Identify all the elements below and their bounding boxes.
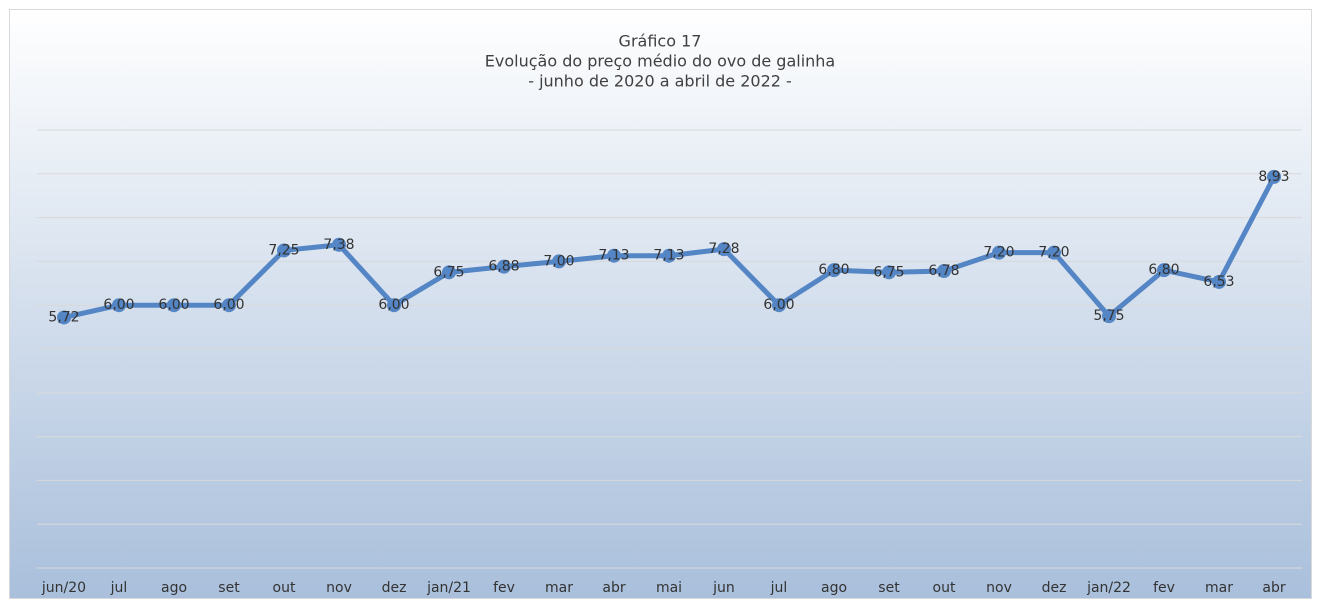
data-label: 6,88: [488, 259, 519, 275]
data-label: 6,80: [818, 262, 849, 278]
data-label: 6,00: [213, 297, 244, 313]
x-tick-label: dez: [382, 580, 407, 596]
marker: [607, 248, 621, 263]
marker: [442, 265, 456, 280]
chart-title: Evolução do preço médio do ovo de galinh…: [485, 52, 835, 71]
marker: [57, 310, 71, 325]
x-tick-label: set: [218, 580, 240, 596]
data-label: 6,00: [378, 297, 409, 313]
marker: [1157, 263, 1171, 278]
data-label: 6,80: [1148, 262, 1179, 278]
x-tick-label: nov: [986, 580, 1012, 596]
data-label: 7,20: [1038, 245, 1069, 261]
marker: [387, 298, 401, 313]
data-label: 8,93: [1258, 169, 1289, 185]
x-tick-label: nov: [326, 580, 352, 596]
chart-title: Gráfico 17: [619, 32, 702, 51]
data-label: 6,00: [103, 297, 134, 313]
marker: [1267, 169, 1281, 184]
x-tick-label: out: [273, 580, 296, 596]
x-tick-label: abr: [1262, 580, 1285, 596]
data-label: 7,20: [983, 245, 1014, 261]
data-label: 6,75: [873, 264, 904, 280]
marker: [552, 254, 566, 269]
data-label: 6,00: [763, 297, 794, 313]
marker: [1212, 274, 1226, 289]
marker: [772, 298, 786, 313]
data-label: 7,13: [598, 248, 629, 264]
marker: [717, 242, 731, 257]
data-label: 7,25: [268, 242, 299, 258]
x-tick-label: jan/21: [426, 580, 471, 596]
x-tick-label: mar: [1205, 580, 1233, 596]
x-tick-label: dez: [1042, 580, 1067, 596]
data-label: 5,75: [1093, 308, 1124, 324]
marker: [112, 298, 126, 313]
x-tick-label: set: [878, 580, 900, 596]
x-tick-label: out: [933, 580, 956, 596]
x-tick-label: jul: [110, 580, 128, 596]
marker: [497, 259, 511, 274]
marker: [277, 243, 291, 258]
marker: [1102, 309, 1116, 324]
x-tick-label: mai: [656, 580, 682, 596]
data-label: 7,38: [323, 237, 354, 253]
x-tick-label: abr: [602, 580, 625, 596]
marker: [937, 264, 951, 279]
x-tick-label: jun: [712, 580, 735, 596]
x-tick-label: jun/20: [41, 580, 86, 596]
data-label: 6,00: [158, 297, 189, 313]
data-label: 6,53: [1203, 274, 1234, 290]
x-tick-label: mar: [545, 580, 573, 596]
marker: [1047, 245, 1061, 260]
data-label: 6,78: [928, 263, 959, 279]
x-tick-label: fev: [493, 580, 515, 596]
marker: [992, 245, 1006, 260]
marker: [167, 298, 181, 313]
x-tick-label: jul: [770, 580, 788, 596]
data-label: 7,28: [708, 241, 739, 257]
x-tick-label: ago: [821, 580, 847, 596]
marker: [222, 298, 236, 313]
data-label: 7,00: [543, 253, 574, 269]
x-tick-label: fev: [1153, 580, 1175, 596]
marker: [827, 263, 841, 278]
x-tick-label: ago: [161, 580, 187, 596]
x-tick-label: jan/22: [1086, 580, 1131, 596]
chart-title: - junho de 2020 a abril de 2022 -: [528, 72, 792, 91]
marker: [662, 248, 676, 263]
marker: [882, 265, 896, 280]
data-label: 5,72: [48, 309, 79, 325]
data-label: 7,13: [653, 248, 684, 264]
marker: [332, 237, 346, 252]
data-label: 6,75: [433, 264, 464, 280]
